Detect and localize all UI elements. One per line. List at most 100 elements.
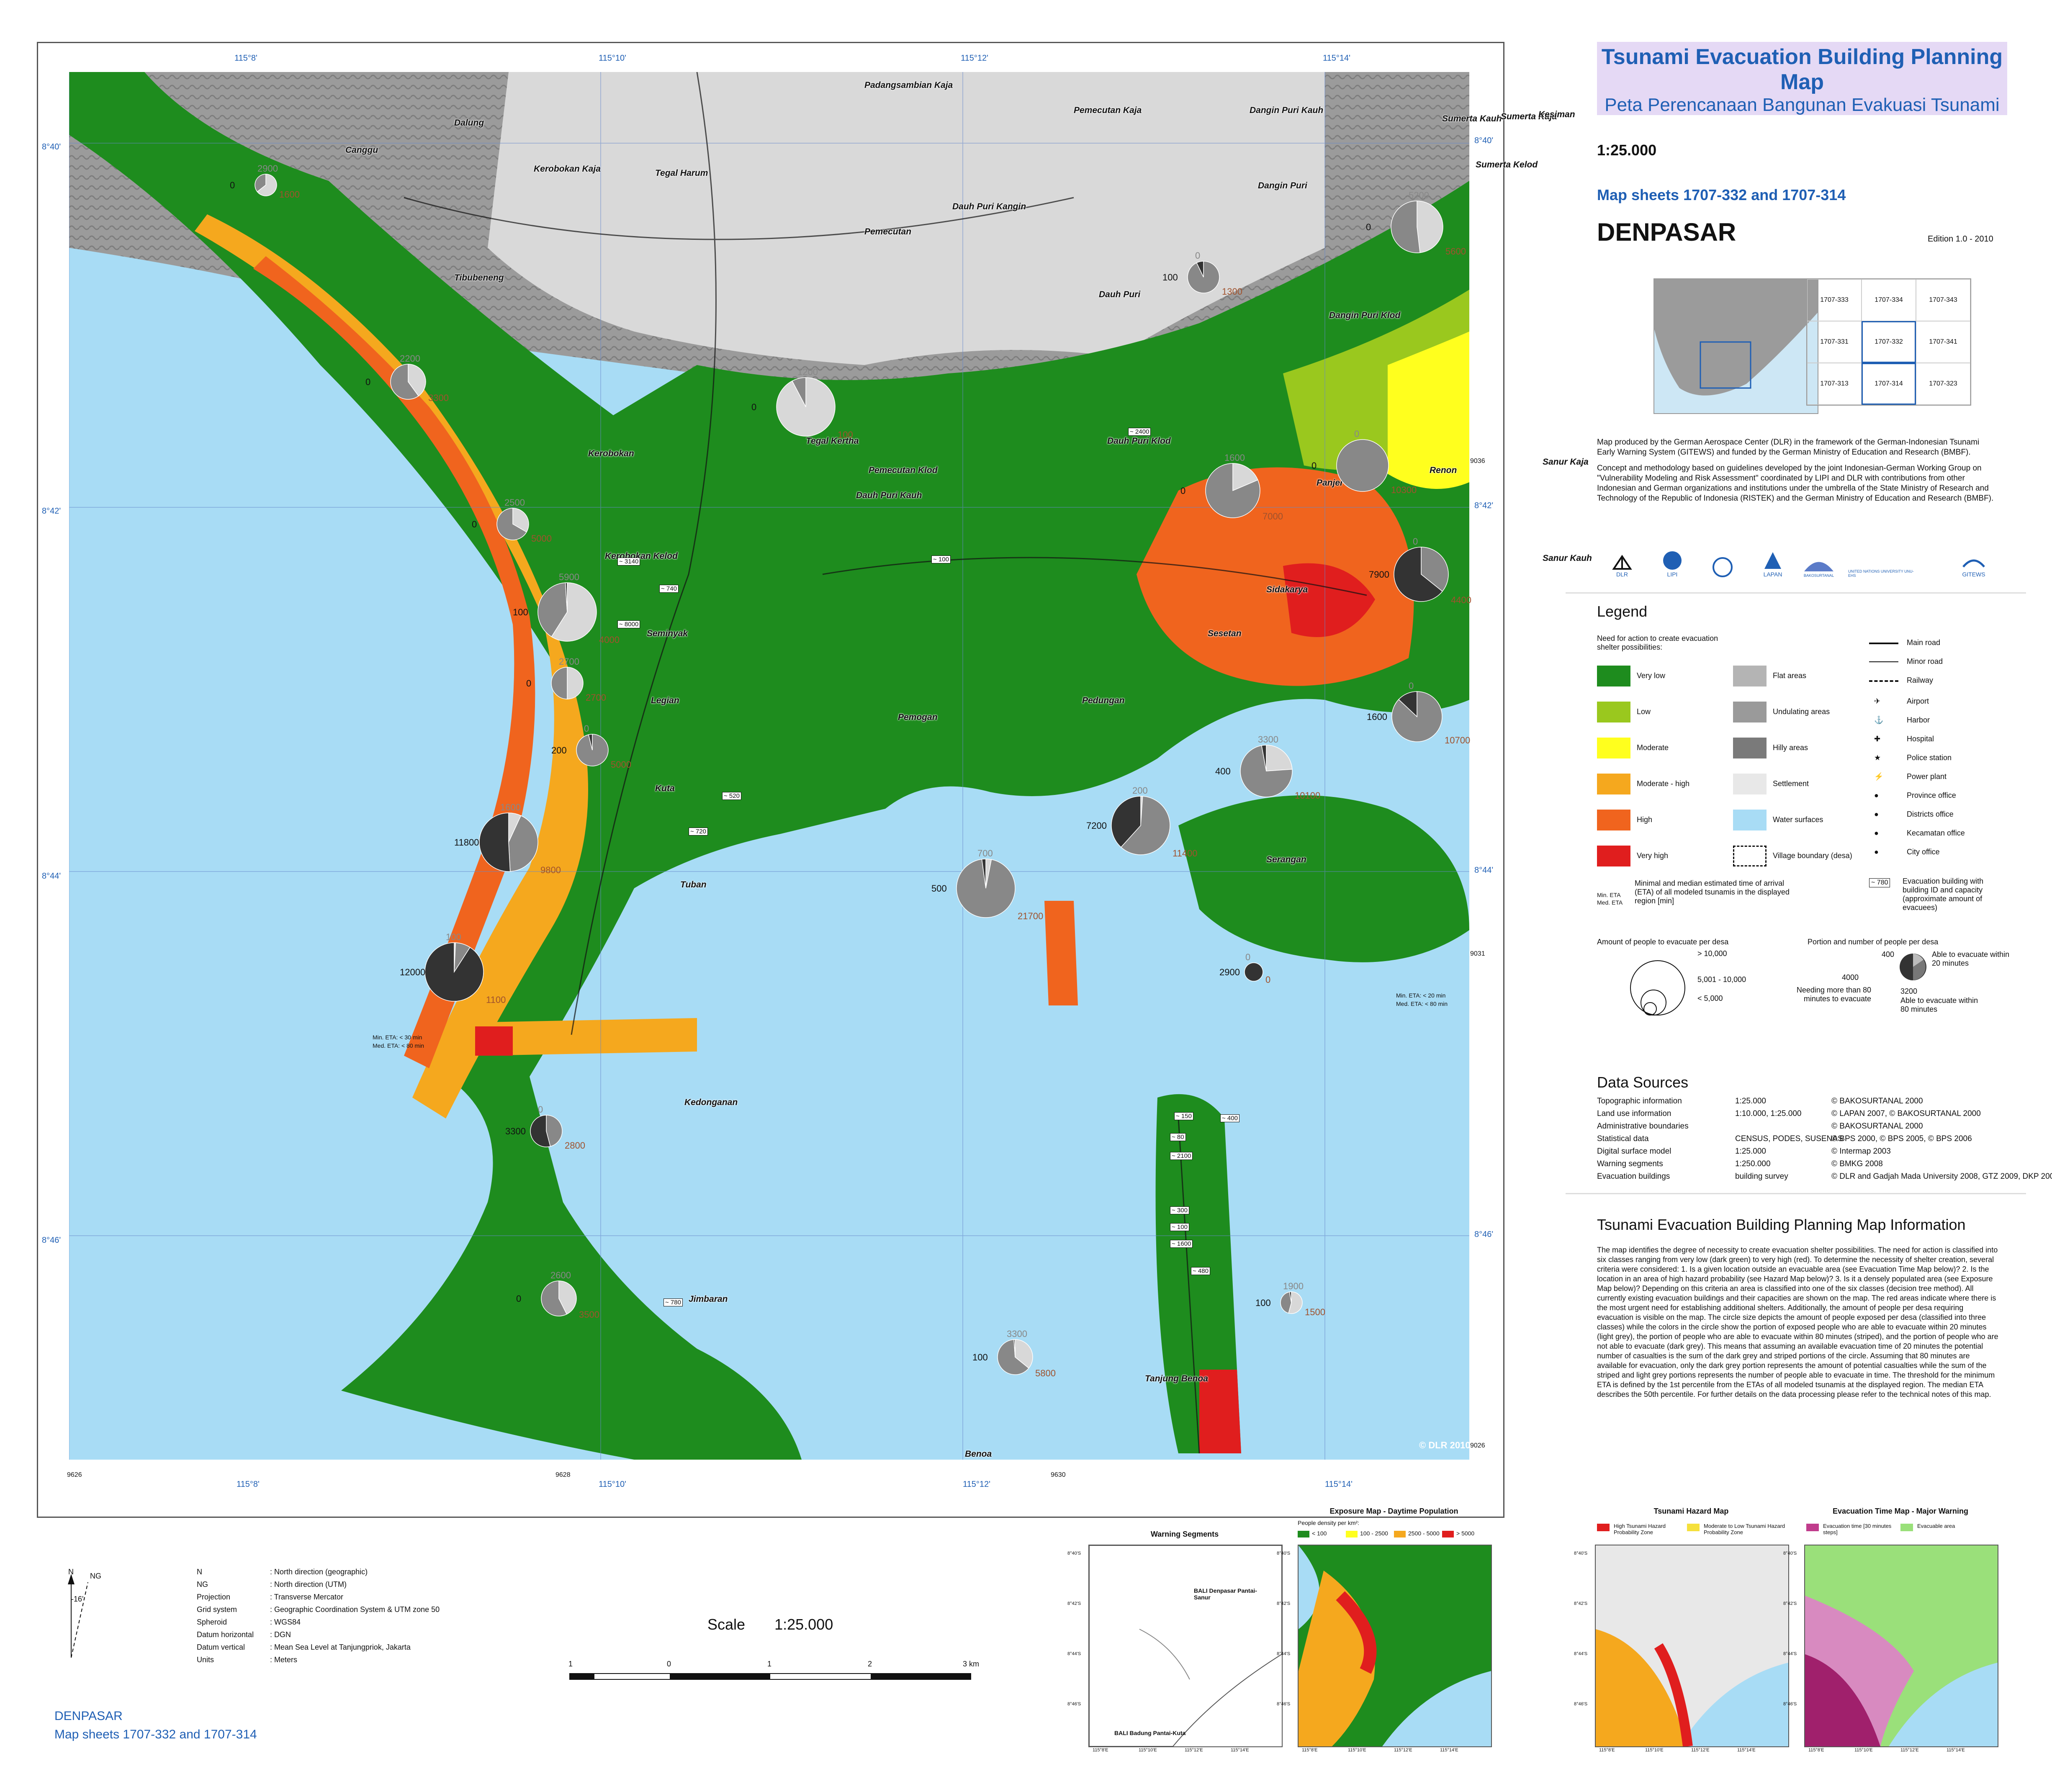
inset-lon-tick: 115°12'E xyxy=(1394,1748,1412,1753)
hazard-swatch-mod xyxy=(1687,1524,1700,1531)
sheet-cell: 1707-334 xyxy=(1862,279,1916,321)
pie-slice xyxy=(255,174,266,193)
place-label: Jimbaran xyxy=(689,1294,728,1304)
sheet-cell: 1707-333 xyxy=(1807,279,1862,321)
pie-label-able-80: 3300 xyxy=(428,393,449,403)
sheet-cell: 1707-331 xyxy=(1807,321,1862,363)
scale-tick-1: 1 xyxy=(568,1660,573,1668)
legend-symbol-label: Hospital xyxy=(1907,735,1934,743)
population-pie xyxy=(1391,201,1443,253)
lipi-logo: LIPI xyxy=(1647,544,1697,578)
scale-tick-1b: 1 xyxy=(767,1660,772,1668)
place-label: Dangin Puri Kauh xyxy=(1250,105,1324,115)
left-tick-1: 8°40' xyxy=(42,142,61,152)
evacuation-building-label: ~ 520 xyxy=(722,792,741,800)
pie-slice xyxy=(390,364,419,400)
evacuation-building-label: ~ 150 xyxy=(1174,1112,1193,1120)
land-veryhigh-east xyxy=(1283,563,1375,637)
land-moderate xyxy=(1388,332,1469,489)
note-value: : North direction (geographic) xyxy=(270,1568,368,1576)
population-pie xyxy=(496,508,529,540)
legend-class-label: Very high xyxy=(1637,851,1669,860)
legend-swatch xyxy=(1597,738,1630,758)
inset-lat-tick: 8°42'S xyxy=(1277,1601,1291,1606)
inset-lon-tick: 115°8'E xyxy=(1093,1748,1108,1753)
note-value: : WGS84 xyxy=(270,1618,301,1626)
legend-land-label: Village boundary (desa) xyxy=(1773,851,1852,860)
place-label: Dalung xyxy=(454,118,484,128)
legend-land-label: Hilly areas xyxy=(1773,743,1808,752)
pie-label-able-80: 5000 xyxy=(611,759,631,770)
pie-label-not-able: 100 xyxy=(1162,272,1178,283)
edition: Edition 1.0 - 2010 xyxy=(1928,234,1993,244)
warning-label-2: BALI Badung Pantai-Kuta xyxy=(1114,1730,1186,1736)
place-label: Pedungan xyxy=(1082,696,1125,705)
place-label: Kerobokan Kaja xyxy=(534,164,601,174)
legend-line-sample xyxy=(1869,661,1898,662)
evacuation-building-label: ~ 8000 xyxy=(617,620,640,628)
harbor-pier xyxy=(1044,901,1078,1005)
serangan-island xyxy=(1178,795,1469,962)
left-tick-3: 8°44' xyxy=(42,872,61,881)
pie-label-able-80: 7000 xyxy=(1263,511,1283,522)
hazard-inset-title: Tsunami Hazard Map xyxy=(1653,1507,1729,1515)
inset-lon-tick: 115°12'E xyxy=(1691,1748,1710,1753)
land-high-east xyxy=(1137,467,1414,686)
pie-label-not-able: 7900 xyxy=(1369,569,1389,580)
evac-time-inset xyxy=(1804,1545,1998,1747)
pie-slice xyxy=(1244,962,1263,982)
map-area[interactable] xyxy=(69,72,1469,1460)
place-label: Panjer xyxy=(1317,478,1344,488)
legend-symbol-label: City office xyxy=(1907,848,1940,856)
lapan-logo: LAPAN xyxy=(1748,544,1798,578)
portion-top-text: Able to evacuate within 20 minutes xyxy=(1932,950,2010,967)
inset-lat-tick: 8°46'S xyxy=(1277,1702,1291,1707)
population-pie xyxy=(479,812,538,872)
place-label: Tegal Kertha xyxy=(806,436,859,446)
right-tick-1: 8°40' xyxy=(1474,136,1494,145)
portion-bottom-text: Able to evacuate within 80 minutes xyxy=(1900,996,1978,1013)
legend-swatch xyxy=(1597,810,1630,830)
pie-label-able-20: 2500 xyxy=(504,497,525,508)
top-tick-3: 115°12' xyxy=(961,54,988,63)
pie-slice xyxy=(1261,745,1267,771)
legend-symbol-label: Harbor xyxy=(1907,716,1930,724)
pie-label-able-20: 200 xyxy=(1132,785,1148,796)
north-arrow xyxy=(68,1574,88,1658)
sheet-cell-current: 1707-332 xyxy=(1862,321,1916,363)
inset-lat-tick: 8°42'S xyxy=(1574,1601,1588,1606)
pie-label-able-80: 4000 xyxy=(599,635,620,645)
logo-row: DLR LIPI LAPAN BAKOSURTANAL UNITED NATIO… xyxy=(1597,544,1999,582)
evacuation-building-label: ~ 740 xyxy=(659,585,679,593)
ds-scale: 1:25.000 xyxy=(1735,1147,1766,1156)
exposure-class: > 5000 xyxy=(1456,1530,1475,1537)
pie-label-able-20: 100 xyxy=(446,932,461,942)
pie-label-able-80: 5800 xyxy=(1035,1368,1056,1378)
pie-label-not-able: 500 xyxy=(931,883,947,894)
exposure-swatch xyxy=(1298,1531,1309,1537)
pie-slice xyxy=(1015,1339,1033,1369)
amount-title: Amount of people to evacuate per desa xyxy=(1597,938,1729,946)
note-key: Units xyxy=(197,1656,214,1664)
ds-scale: 1:25.000 xyxy=(1735,1097,1766,1106)
pie-label-not-able: 0 xyxy=(751,402,757,412)
ds-name: Administrative boundaries xyxy=(1597,1122,1689,1131)
pie-slice xyxy=(1398,691,1417,717)
inset-lon-tick: 115°10'E xyxy=(1139,1748,1157,1753)
legend-symbol-label: Districts office xyxy=(1907,810,1954,818)
legend-symbol-icon: ● xyxy=(1874,848,1879,856)
ristek-logo xyxy=(1697,544,1748,578)
exposure-inset xyxy=(1298,1545,1492,1747)
legend-symbol-icon: ⚡ xyxy=(1874,772,1884,781)
pie-label-able-20: 0 xyxy=(584,723,589,734)
pie-label-not-able: 1600 xyxy=(1367,712,1387,722)
evacuation-building-label: ~ 720 xyxy=(689,828,708,836)
place-label: Pemecutan Klod xyxy=(869,465,938,475)
pie-label-not-able: 7200 xyxy=(1086,820,1107,831)
legend-land-label: Water surfaces xyxy=(1773,815,1823,824)
exposure-inset-title: Exposure Map - Daytime Population xyxy=(1329,1507,1458,1515)
overview-map xyxy=(1653,278,1818,414)
pie-slice xyxy=(956,859,1016,918)
pie-label-not-able: 100 xyxy=(972,1352,988,1363)
note-value: : North direction (UTM) xyxy=(270,1580,347,1589)
